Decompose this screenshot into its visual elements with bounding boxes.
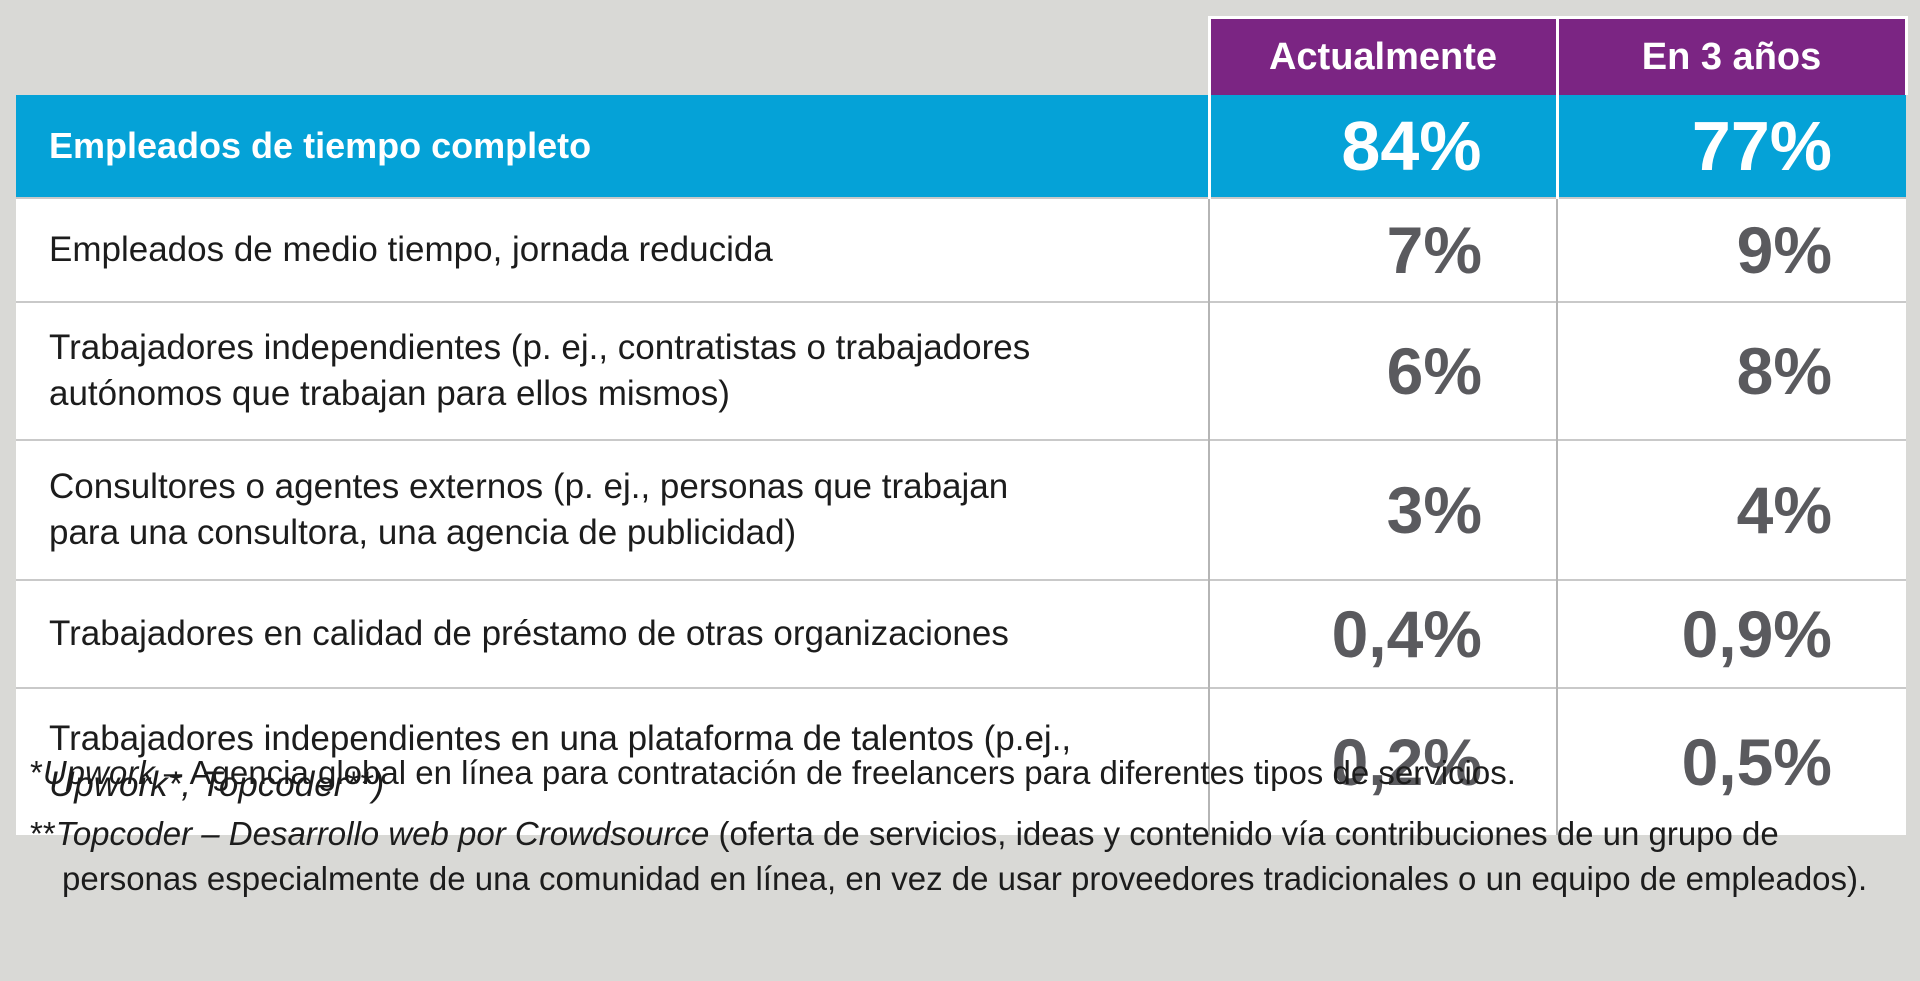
footnote-term: Upwork xyxy=(42,754,155,791)
row-label-line: Empleados de tiempo completo xyxy=(49,125,592,166)
value-actualmente: 0,2% xyxy=(1208,687,1557,835)
row-label-line: Consultores o agentes externos (p. ej., … xyxy=(49,467,1009,506)
row-label-line: Trabajadores independientes en una plata… xyxy=(49,719,1072,758)
value-actualmente: 0,4% xyxy=(1208,579,1557,688)
footnote-term: Topcoder – Desarrollo web por Crowdsourc… xyxy=(55,815,710,852)
footnotes: *Upwork – Agencia global en línea para c… xyxy=(16,750,1896,901)
footnote-marker: * xyxy=(30,754,43,791)
row-label-line: autónomos que trabajan para ellos mismos… xyxy=(49,374,730,413)
row-label-line: Trabajadores independientes (p. ej., con… xyxy=(49,328,1031,367)
value-actualmente: 7% xyxy=(1208,197,1557,302)
header-row: Actualmente En 3 años xyxy=(16,16,1908,96)
table-row-part-time: Empleados de medio tiempo, jornada reduc… xyxy=(16,197,1906,302)
value-en-3-anos: 77% xyxy=(1555,95,1906,198)
footnote-topcoder: **Topcoder – Desarrollo web por Crowdsou… xyxy=(16,811,1896,901)
value-en-3-anos: 0,9% xyxy=(1556,579,1906,688)
value-en-3-anos: 4% xyxy=(1556,439,1906,580)
footnote-marker: ** xyxy=(30,815,56,852)
row-label: Empleados de medio tiempo, jornada reduc… xyxy=(16,197,1209,302)
row-label-line: Empleados de medio tiempo, jornada reduc… xyxy=(49,230,773,269)
table-row-independent: Trabajadores independientes (p. ej., con… xyxy=(16,301,1906,440)
value-actualmente: 3% xyxy=(1208,439,1557,580)
workforce-table: Actualmente En 3 años Empleados de tiemp… xyxy=(16,16,1908,835)
header-blank-cell xyxy=(16,18,1209,96)
table-row-talent-platform: Trabajadores independientes en una plata… xyxy=(16,687,1906,835)
row-label: Consultores o agentes externos (p. ej., … xyxy=(16,439,1209,580)
value-en-3-anos: 0,5% xyxy=(1556,687,1906,835)
value-actualmente: 84% xyxy=(1207,95,1557,198)
table-row-consultants: Consultores o agentes externos (p. ej., … xyxy=(16,439,1906,580)
row-label: Trabajadores en calidad de préstamo de o… xyxy=(16,579,1209,688)
value-en-3-anos: 9% xyxy=(1556,197,1906,302)
row-label-line: Trabajadores en calidad de préstamo de o… xyxy=(49,614,1009,653)
column-header-en-3-anos: En 3 años xyxy=(1555,16,1908,95)
footnote-upwork: *Upwork – Agencia global en línea para c… xyxy=(16,750,1896,795)
footnote-text: – Agencia global en línea para contratac… xyxy=(154,754,1516,791)
footnote-text: (oferta de servicios, ideas y contenido … xyxy=(62,815,1868,897)
table-row-full-time: Empleados de tiempo completo 84% 77% xyxy=(16,95,1906,198)
value-actualmente: 6% xyxy=(1208,301,1557,440)
row-label: Empleados de tiempo completo xyxy=(16,95,1209,198)
value-en-3-anos: 8% xyxy=(1556,301,1906,440)
row-label-line: para una consultora, una agencia de publ… xyxy=(49,513,797,552)
column-header-actualmente: Actualmente xyxy=(1207,16,1559,95)
row-label: Trabajadores independientes en una plata… xyxy=(16,687,1209,835)
row-label: Trabajadores independientes (p. ej., con… xyxy=(16,301,1209,440)
table-row-loaned-workers: Trabajadores en calidad de préstamo de o… xyxy=(16,579,1906,688)
row-label-line-italic: Upwork*, Topcoder**) xyxy=(49,765,385,804)
